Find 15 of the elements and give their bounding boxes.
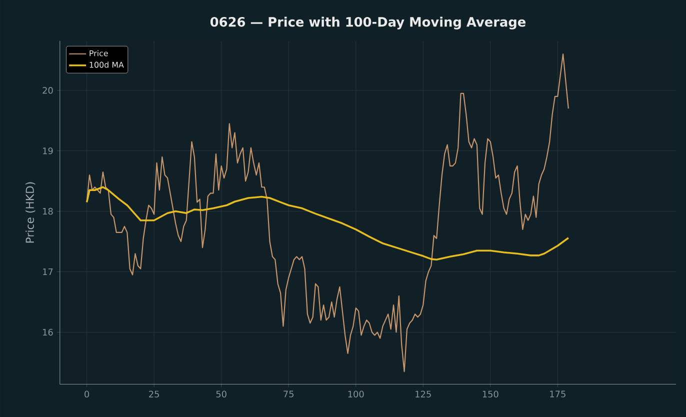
x-tick-label: 50 [216, 390, 226, 398]
x-tick-label: 25 [149, 390, 159, 398]
y-tick-label: 20 [42, 86, 53, 94]
x-tick-label: 175 [550, 390, 566, 398]
chart-title: 0626 — Price with 100-Day Moving Average [210, 16, 526, 30]
x-tick-label: 125 [416, 390, 431, 398]
x-tick-label: 75 [284, 390, 294, 398]
y-tick-label: 18 [43, 208, 53, 215]
y-axis-title: Price (HKD) [26, 182, 36, 243]
y-tick-label: 17 [43, 268, 53, 275]
y-tick-label: 16 [43, 328, 53, 336]
y-tick-label: 19 [43, 147, 53, 154]
x-tick-label: 100 [348, 390, 364, 398]
x-tick-label: 150 [482, 390, 498, 398]
x-tick-label: 0 [84, 390, 90, 398]
